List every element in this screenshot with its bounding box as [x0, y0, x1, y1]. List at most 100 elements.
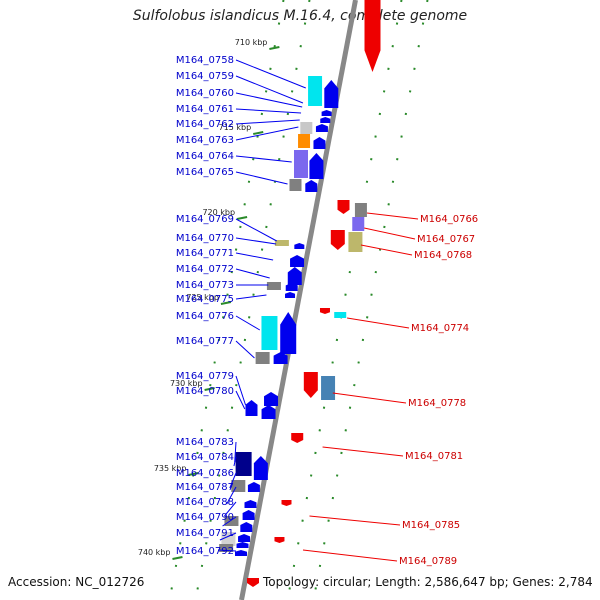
- gene-label-right: M164_0785: [402, 520, 460, 531]
- leader-line-left: [235, 390, 246, 410]
- backbone-line: [239, 0, 358, 600]
- scale-label: 735 kbp: [154, 464, 187, 473]
- gene-label-left: M164_0780: [176, 386, 234, 397]
- topology-info: Topology: circular; Length: 2,586,647 bp…: [246, 575, 593, 589]
- forward-gene-arrow: [273, 352, 288, 364]
- leader-line-left: [235, 218, 277, 242]
- scale-label: 720 kbp: [202, 208, 235, 217]
- accession-label: Accession: NC_012726: [8, 575, 145, 589]
- leader-line-left: [235, 171, 288, 185]
- reverse-gene-arrow: [274, 537, 285, 543]
- feature-block: [235, 452, 252, 476]
- leader-line-left: [235, 59, 306, 89]
- leader-line-right: [347, 317, 410, 329]
- leader-line-right: [309, 515, 401, 526]
- reverse-strand-legend-icon: [247, 578, 259, 587]
- leader-line-left: [217, 549, 237, 552]
- forward-gene-arrow: [245, 400, 258, 416]
- guide-line-2: [286, 0, 403, 600]
- forward-gene-arrow: [285, 283, 298, 291]
- gene-label-right: M164_0766: [420, 214, 478, 225]
- gene-label-left: M164_0775: [176, 294, 234, 305]
- leader-line-left: [235, 237, 277, 245]
- forward-gene-arrow: [324, 80, 339, 108]
- map-title: Sulfolobus islandicus M.16.4, complete g…: [132, 8, 468, 24]
- gene-label-left: M164_0772: [176, 264, 234, 275]
- scale-tick: [172, 556, 183, 560]
- gene-label-right: M164_0789: [399, 556, 457, 567]
- leader-line-right: [360, 244, 413, 256]
- forward-gene-arrow: [247, 482, 260, 492]
- feature-block: [266, 282, 281, 290]
- leader-line-left: [233, 456, 237, 467]
- scale-label: 710 kbp: [235, 38, 268, 47]
- forward-gene-arrow: [320, 117, 331, 123]
- reverse-gene-arrow: [303, 372, 318, 398]
- gene-label-left: M164_0787: [176, 482, 234, 493]
- gene-label-right: M164_0781: [405, 451, 463, 462]
- gene-label-left: M164_0771: [176, 248, 234, 259]
- leader-line-left: [222, 516, 237, 527]
- forward-gene-arrow: [244, 500, 257, 508]
- forward-gene-arrow: [287, 267, 302, 285]
- scale-tick: [269, 46, 280, 50]
- reverse-gene-arrow: [291, 433, 304, 443]
- feature-block: [308, 76, 323, 106]
- gene-label-left: M164_0784: [176, 452, 234, 463]
- gene-label-left: M164_0791: [176, 528, 234, 539]
- gene-label-left: M164_0790: [176, 512, 234, 523]
- feature-block: [221, 532, 236, 546]
- forward-gene-arrow: [294, 243, 305, 249]
- leader-line-left: [235, 126, 299, 141]
- gene-label-left: M164_0776: [176, 311, 234, 322]
- feature-block: [219, 544, 234, 552]
- forward-gene-arrow: [315, 124, 328, 132]
- forward-gene-arrow: [235, 550, 247, 556]
- gene-label-left: M164_0783: [176, 437, 234, 448]
- scale-label: 730 kbp: [170, 379, 203, 388]
- gene-label-left: M164_0759: [176, 71, 234, 82]
- gene-label-left: M164_0758: [176, 55, 234, 66]
- forward-gene-arrow: [309, 153, 324, 179]
- gene-label-right: M164_0774: [411, 323, 469, 334]
- leader-line-left: [235, 92, 303, 108]
- leader-line-left: [235, 268, 270, 279]
- leader-line-left: [226, 486, 237, 505]
- forward-gene-arrow: [261, 405, 276, 419]
- leader-line-right: [332, 392, 407, 404]
- gene-label-left: M164_0763: [176, 135, 234, 146]
- feature-block: [294, 150, 308, 178]
- scale-tick: [188, 472, 199, 476]
- forward-gene-arrow: [240, 522, 253, 532]
- forward-gene-arrow: [253, 456, 268, 480]
- feature-block: [261, 316, 278, 350]
- reverse-gene-arrow: [337, 200, 350, 214]
- leader-line-left: [235, 294, 267, 300]
- topology-label: Topology: circular; Length: 2,586,647 bp…: [263, 575, 593, 589]
- leader-line-right: [322, 446, 404, 457]
- gene-label-left: M164_0764: [176, 151, 234, 162]
- forward-gene-arrow: [238, 534, 251, 542]
- leader-line-right: [366, 212, 419, 220]
- reverse-gene-arrow: [281, 500, 292, 506]
- scale-label: 740 kbp: [138, 548, 171, 557]
- forward-gene-arrow: [305, 180, 318, 192]
- feature-block: [300, 122, 313, 134]
- leader-line-left: [234, 441, 237, 463]
- leader-line-left: [219, 532, 237, 541]
- leader-line-left: [235, 252, 274, 261]
- feature-block: [255, 352, 270, 364]
- scale-label: 715 kbp: [219, 123, 252, 132]
- leader-line-right: [364, 227, 416, 240]
- genome-backbone: [239, 0, 358, 600]
- scale-tick: [236, 216, 248, 220]
- gene-label-left: M164_0792: [176, 546, 234, 557]
- feature-block: [334, 312, 347, 318]
- gene-label-left: M164_0777: [176, 336, 234, 347]
- feature-block: [298, 134, 311, 148]
- forward-gene-arrow: [290, 255, 305, 267]
- gene-label-right: M164_0778: [408, 398, 466, 409]
- gene-label-right: M164_0767: [417, 234, 475, 245]
- leader-line-left: [235, 340, 255, 359]
